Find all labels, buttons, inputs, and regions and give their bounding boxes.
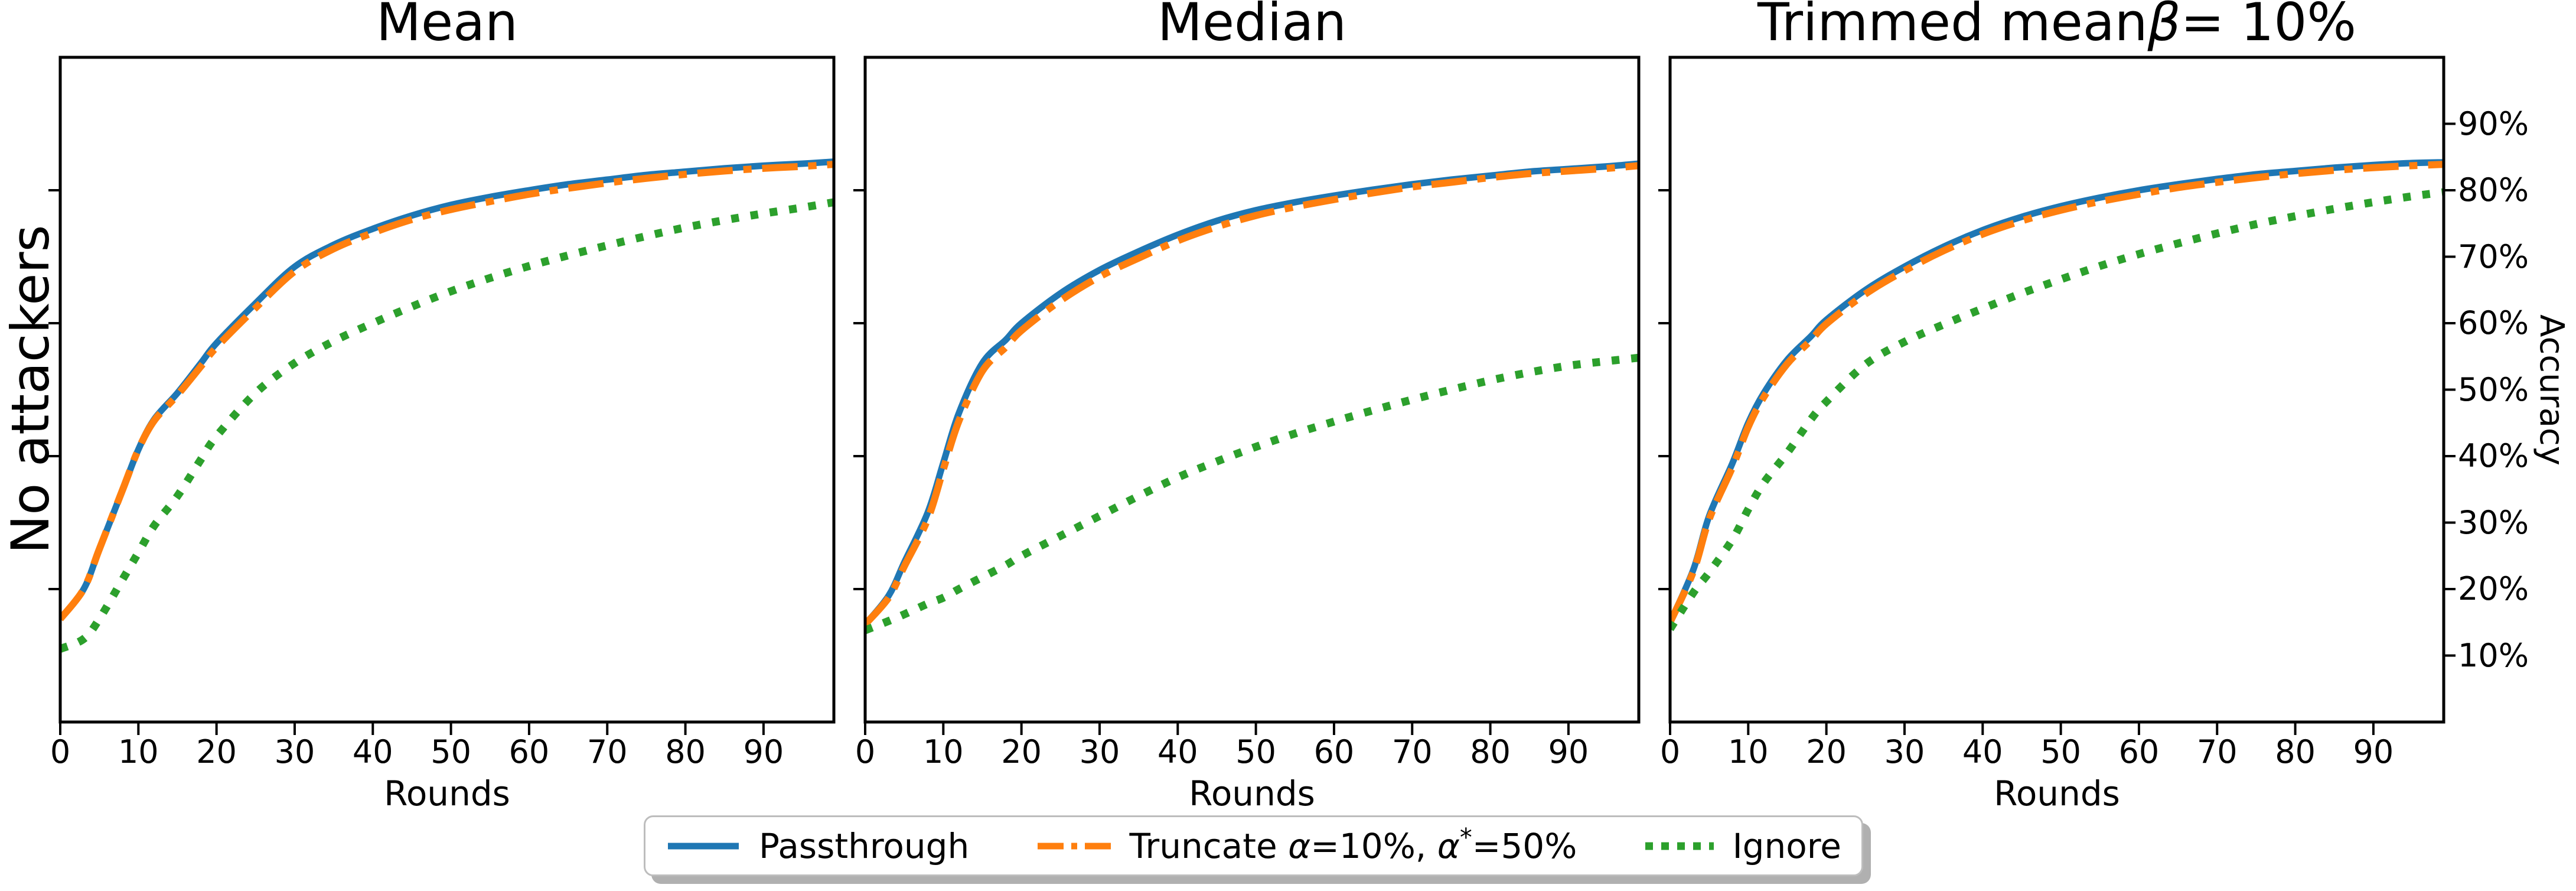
legend-label-truncate: Truncate α=10%, α*=50% <box>1129 825 1577 866</box>
x-tick-label: 80 <box>2275 733 2316 770</box>
median-plot-area <box>853 56 1641 735</box>
x-tick-label: 20 <box>1001 733 1042 770</box>
subplot-title-median: Median <box>865 0 1639 48</box>
truncate-line-sample <box>1037 843 1111 849</box>
y-tick-label-right: 20% <box>2458 570 2529 607</box>
x-tick-label: 90 <box>2353 733 2394 770</box>
legend-item-passthrough: Passthrough <box>666 829 969 863</box>
x-tick-label: 10 <box>1727 733 1769 770</box>
series-line-ignore <box>1670 188 2444 632</box>
title-text-part: = 10% <box>2180 0 2356 53</box>
y-tick-label-right: 30% <box>2458 503 2529 541</box>
x-tick-label: 50 <box>1235 733 1276 770</box>
x-tick-label: 30 <box>1079 733 1120 770</box>
trimmed-mean-plot-area <box>1658 56 2456 735</box>
series-group <box>865 160 1639 635</box>
superscript-star: * <box>1459 822 1472 852</box>
x-tick-label: 80 <box>1470 733 1511 770</box>
series-group <box>1670 159 2444 632</box>
x-tick-label: 60 <box>1313 733 1355 770</box>
x-tick-label: 0 <box>1659 733 1681 770</box>
x-tick-label: 20 <box>1806 733 1847 770</box>
x-tick-label: 50 <box>431 733 471 770</box>
axes-spines <box>58 56 836 724</box>
x-tick-label: 70 <box>1391 733 1433 770</box>
legend-label-passthrough: Passthrough <box>759 825 970 866</box>
series-line-ignore <box>60 198 834 653</box>
x-tick-label: 80 <box>665 733 706 770</box>
y-tick-label-right: 10% <box>2458 636 2529 674</box>
y-tick-label-right: 80% <box>2458 171 2529 209</box>
x-tick-label: 10 <box>118 733 159 770</box>
title-text: Mean <box>376 0 518 53</box>
xlabel-rounds: Rounds <box>1994 773 2120 814</box>
series-line-ignore <box>865 353 1639 635</box>
y-tick-label-right: 70% <box>2458 238 2529 275</box>
series-group <box>60 158 834 653</box>
series-line-passthrough <box>1670 159 2444 624</box>
alpha-symbol: α <box>1437 825 1460 866</box>
title-text: Median <box>1157 0 1347 53</box>
series-line-truncate <box>60 161 834 622</box>
xlabel-rounds: Rounds <box>384 773 510 814</box>
x-tick-label: 30 <box>1884 733 1925 770</box>
x-tick-label: 70 <box>586 733 628 770</box>
x-tick-label: 60 <box>508 733 550 770</box>
x-tick-label: 50 <box>2040 733 2081 770</box>
alpha-symbol: α <box>1288 825 1311 866</box>
x-tick-label: 20 <box>196 733 237 770</box>
legend-item-ignore: Ignore <box>1644 829 1841 863</box>
series-line-passthrough <box>865 160 1639 627</box>
subplot-mean: 0 10 20 30 40 50 60 70 80 90 <box>48 56 836 770</box>
y-tick-label-right: 90% <box>2458 105 2529 142</box>
legend-label-ignore: Ignore <box>1732 825 1841 866</box>
x-tick-label: 0 <box>50 733 71 770</box>
x-tick-label: 90 <box>743 733 784 770</box>
x-tick-label: 40 <box>352 733 393 770</box>
x-tick-label: 40 <box>1157 733 1198 770</box>
x-tick-label: 70 <box>2196 733 2238 770</box>
y-tick-label-right: 50% <box>2458 370 2529 408</box>
legend: Passthrough Truncate α=10%, α*=50% Ignor… <box>644 815 1863 876</box>
subplot-title-mean: Mean <box>60 0 834 48</box>
x-tick-label: 10 <box>922 733 964 770</box>
subplot-title-trimmed-mean: Trimmed mean β = 10% <box>1670 0 2444 48</box>
xlabel-rounds: Rounds <box>1189 773 1315 814</box>
title-text-part: Trimmed mean <box>1757 0 2148 53</box>
passthrough-line-sample <box>668 843 739 849</box>
axes-spines <box>1668 56 2445 724</box>
mean-plot-area <box>48 56 836 735</box>
ignore-line-sample <box>1645 842 1714 850</box>
series-line-passthrough <box>60 158 834 622</box>
subplot-median: 0 10 20 30 40 50 60 70 80 90 <box>853 56 1641 770</box>
x-tick-label: 40 <box>1962 733 2003 770</box>
legend-text-part: =10%, <box>1310 825 1437 866</box>
series-line-truncate <box>1670 161 2444 624</box>
y-tick-label-right: 60% <box>2458 304 2529 342</box>
x-tick-label: 30 <box>274 733 315 770</box>
title-beta-symbol: β <box>2147 0 2181 53</box>
legend-item-truncate: Truncate α=10%, α*=50% <box>1036 825 1577 866</box>
series-line-truncate <box>865 162 1639 627</box>
x-tick-label: 0 <box>855 733 876 770</box>
subplot-trimmed-mean: 0 10 20 30 40 50 60 70 80 90 <box>1658 56 2456 770</box>
axis-label-accuracy: Accuracy <box>2532 314 2571 466</box>
y-tick-label-right: 40% <box>2458 437 2529 474</box>
row-label-no-attackers: No attackers <box>0 225 61 554</box>
axes-spines <box>863 56 1641 724</box>
legend-text-part: Truncate <box>1129 825 1289 866</box>
legend-text-part: =50% <box>1472 825 1577 866</box>
x-tick-label: 90 <box>1548 733 1589 770</box>
x-tick-label: 60 <box>2118 733 2160 770</box>
